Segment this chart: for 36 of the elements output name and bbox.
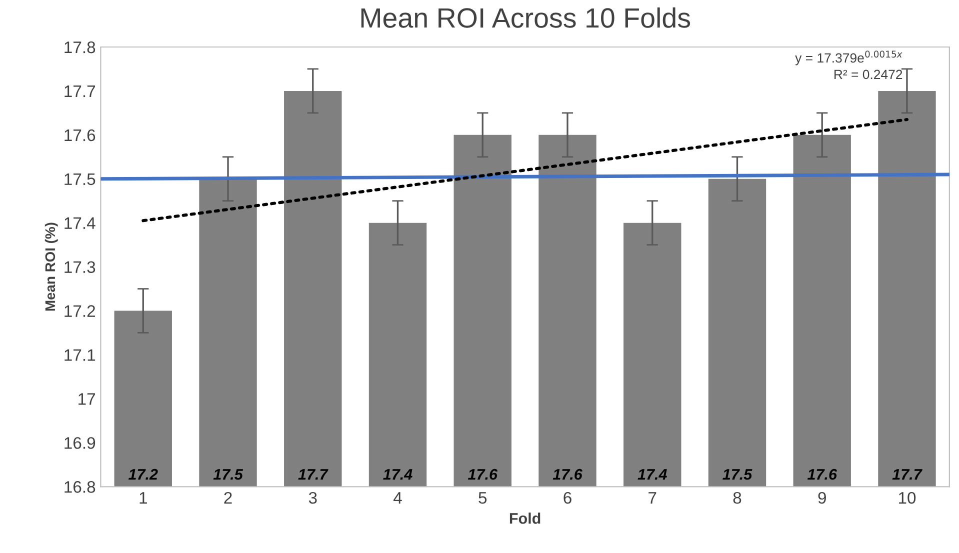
x-tick-label: 1 [140, 492, 147, 504]
y-tick-label: 17.8 [64, 41, 96, 54]
y-tick-label: 17.4 [64, 217, 96, 229]
y-tick-label: 17.5 [64, 173, 96, 186]
data-label: 17.6 [468, 468, 498, 480]
data-label: 17.6 [807, 468, 838, 480]
y-tick-label: 17.2 [64, 305, 95, 317]
annotation: R² = 0.2472 [834, 70, 902, 80]
y-tick-label: 17.3 [64, 261, 96, 274]
y-tick-label: 16.9 [64, 437, 96, 449]
data-label: 17.4 [383, 469, 412, 480]
x-tick-label: 10 [898, 492, 916, 504]
annotation: y = 17.379e$^{0.0015x}$ [795, 50, 902, 66]
y-tick-label: 17.7 [64, 86, 95, 98]
data-label: 17.4 [638, 469, 667, 480]
y-tick-label: 17.6 [64, 129, 96, 142]
x-tick-label: 5 [478, 492, 487, 504]
x-tick-label: 3 [308, 492, 317, 504]
y-tick-label: 16.8 [64, 481, 96, 493]
x-tick-label: 7 [648, 492, 656, 504]
x-tick-label: 9 [818, 492, 826, 504]
y-axis-title: Mean ROI (%) [44, 222, 58, 311]
data-label: 17.5 [213, 469, 244, 480]
data-label: 17.6 [552, 468, 582, 480]
x-tick-label: 8 [733, 492, 742, 504]
data-label: 17.7 [298, 469, 328, 480]
x-tick-label: 6 [564, 492, 572, 504]
chart-title: Mean ROI Across 10 Folds [361, 7, 690, 28]
y-tick-label: 17 [78, 393, 95, 405]
x-tick-label: 2 [224, 492, 232, 504]
x-tick-label: 4 [393, 492, 402, 504]
data-label: 17.7 [892, 469, 922, 480]
data-label: 17.5 [722, 469, 752, 480]
y-tick-label: 17.1 [64, 349, 96, 361]
data-label: 17.2 [128, 468, 158, 480]
x-axis-title: Fold [510, 512, 540, 524]
